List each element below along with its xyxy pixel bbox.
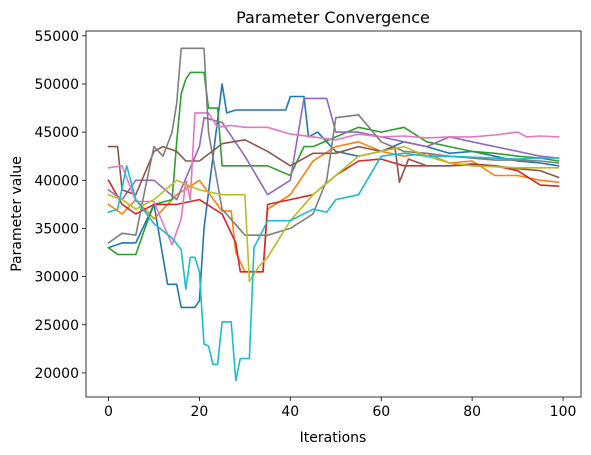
chart-title: Parameter Convergence: [236, 8, 430, 27]
series-line-5: [107, 97, 560, 201]
series-layer: [107, 47, 560, 382]
series-line-4: [107, 158, 560, 273]
x-tick-label: 60: [372, 404, 390, 420]
x-tick-label: 20: [190, 404, 208, 420]
y-axis-label: Parameter value: [9, 156, 25, 272]
x-axis-label: Iterations: [300, 430, 367, 446]
series-line-10: [107, 152, 560, 382]
y-tick-label: 35000: [34, 221, 79, 237]
y-tick-label: 25000: [34, 318, 79, 334]
x-tick-label: 100: [550, 404, 577, 420]
plot-frame: [85, 30, 582, 398]
y-axis: 20000 25000 30000 35000 40000 45000 50000 55000: [34, 29, 86, 382]
x-tick-label: 40: [281, 404, 299, 420]
y-tick-label: 20000: [34, 366, 79, 382]
x-tick-label: 0: [104, 404, 113, 420]
y-tick-label: 50000: [34, 77, 79, 93]
y-tick-label: 45000: [34, 125, 79, 141]
series-line-2: [107, 141, 560, 273]
y-tick-label: 55000: [34, 29, 79, 45]
y-tick-label: 40000: [34, 173, 79, 189]
series-line-9: [107, 145, 560, 283]
x-tick-label: 80: [463, 404, 481, 420]
y-tick-label: 30000: [34, 270, 79, 286]
x-axis: 0 20 40 60 80 100: [104, 397, 576, 420]
series-line-1: [107, 83, 560, 309]
series-line-3: [107, 71, 560, 256]
series-line-7: [107, 112, 560, 246]
